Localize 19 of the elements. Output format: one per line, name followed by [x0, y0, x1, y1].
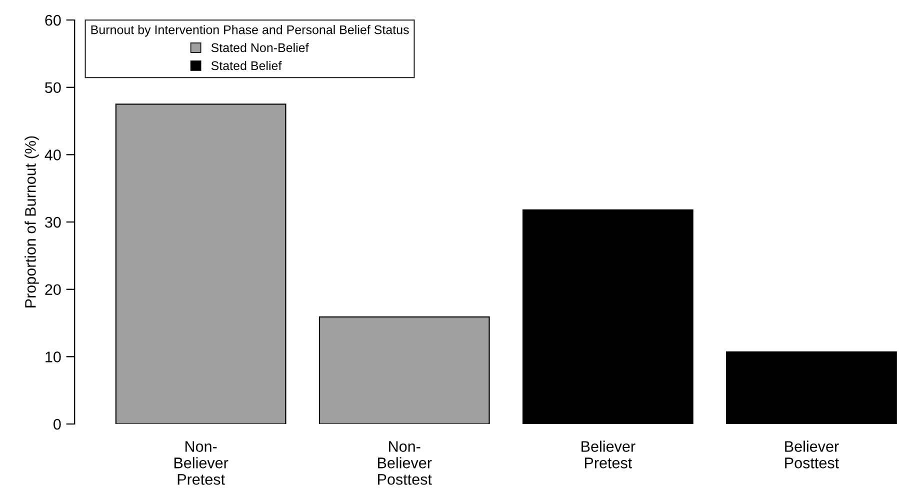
bar	[726, 351, 897, 424]
legend-label: Stated Belief	[211, 60, 282, 70]
y-tick-label: 60	[45, 14, 61, 26]
x-tick-label: Non- Believer Posttest	[378, 441, 432, 485]
x-tick-label: Believer Pretest	[582, 440, 636, 468]
y-tick-label: 10	[46, 352, 61, 362]
legend-label: Stated Non-Belief	[211, 42, 309, 52]
x-tick-label: Believer Posttest	[785, 440, 839, 468]
x-tick-label: Non- Believer Pretest	[174, 441, 228, 485]
y-tick-label: 40	[44, 150, 61, 160]
y-tick-label: 20	[45, 284, 61, 296]
bar	[522, 209, 694, 424]
y-axis-title: Proportion of Burnout (%)	[24, 136, 39, 308]
legend-title: Burnout by Intervention Phase and Personal Belief Status	[91, 25, 409, 37]
y-tick-label: 0	[54, 418, 61, 430]
y-tick-label: 30	[45, 216, 61, 228]
bar	[115, 104, 286, 424]
y-tick-label: 50	[45, 82, 61, 94]
bar	[318, 316, 490, 424]
